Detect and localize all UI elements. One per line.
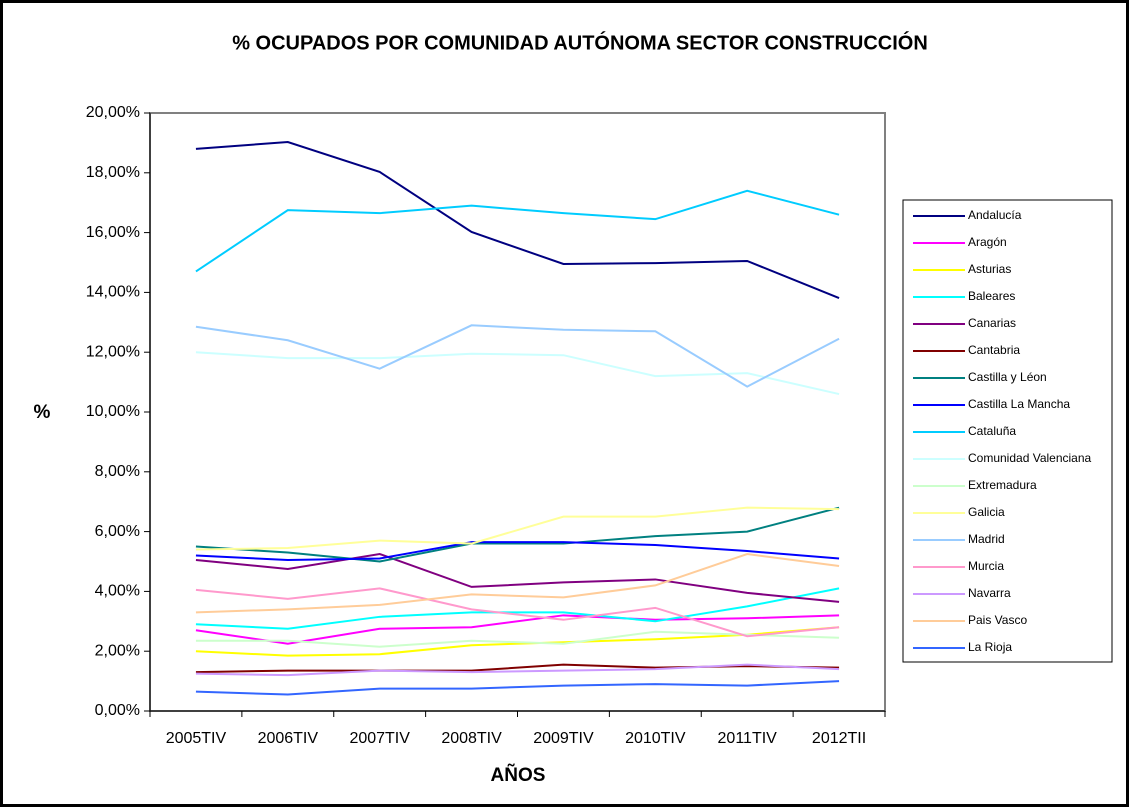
series-line [195, 324, 840, 388]
legend-label: Cantabria [968, 343, 1020, 357]
y-tick-label: 10,00% [86, 403, 140, 420]
legend-label: La Rioja [968, 640, 1012, 654]
y-tick-label: 0,00% [95, 702, 140, 719]
legend-label: Extremadura [968, 478, 1037, 492]
y-tick-label: 4,00% [95, 583, 140, 600]
y-tick-label: 14,00% [86, 284, 140, 301]
series-line [195, 630, 840, 648]
y-tick-label: 18,00% [86, 164, 140, 181]
legend-label: Aragón [968, 235, 1007, 249]
series-line [195, 552, 840, 603]
series-line [195, 553, 840, 614]
series-line [195, 351, 840, 396]
x-tick-label: 2008TIV [441, 730, 502, 747]
x-tick-label: 2012TII [812, 730, 866, 747]
y-tick-label: 2,00% [95, 642, 140, 659]
series-line [195, 541, 840, 562]
legend-label: Galicia [968, 505, 1005, 519]
series-line [195, 506, 840, 551]
legend-label: Andalucía [968, 208, 1022, 222]
x-tick-label: 2009TIV [533, 730, 594, 747]
x-tick-label: 2006TIV [258, 730, 319, 747]
legend-label: Castilla y Léon [968, 370, 1047, 384]
series-line [195, 626, 840, 657]
legend-label: Madrid [968, 532, 1005, 546]
legend-label: Murcia [968, 559, 1004, 573]
legend-label: Comunidad Valenciana [968, 451, 1092, 465]
series-line [195, 587, 840, 630]
legend-label: Navarra [968, 586, 1011, 600]
y-tick-label: 8,00% [95, 463, 140, 480]
y-tick-label: 20,00% [86, 104, 140, 121]
legend-label: Asturias [968, 262, 1011, 276]
y-tick-label: 16,00% [86, 224, 140, 241]
y-tick-label: 6,00% [95, 523, 140, 540]
x-tick-label: 2010TIV [625, 730, 686, 747]
x-tick-label: 2007TIV [349, 730, 410, 747]
series-line [195, 189, 840, 273]
series-line [195, 506, 840, 563]
series-line [195, 663, 840, 677]
legend-label: Baleares [968, 289, 1015, 303]
series-line [195, 680, 840, 696]
y-axis-title: % [34, 402, 51, 423]
legend-label: Pais Vasco [968, 613, 1027, 627]
y-tick-label: 12,00% [86, 343, 140, 360]
x-axis-title: AÑOS [491, 764, 546, 786]
series-line [195, 587, 840, 638]
x-tick-label: 2011TIV [718, 730, 778, 747]
series-line [195, 140, 840, 300]
legend: Andalucía Aragón Asturias Baleares Canarias C… [913, 208, 1092, 654]
legend-label: Castilla La Mancha [968, 397, 1070, 411]
chart-title: % OCUPADOS POR COMUNIDAD AUTÓNOMA SECTOR… [232, 30, 928, 54]
legend-label: Cataluña [968, 424, 1016, 438]
x-tick-label: 2005TIV [166, 730, 227, 747]
legend-label: Canarias [968, 316, 1016, 330]
